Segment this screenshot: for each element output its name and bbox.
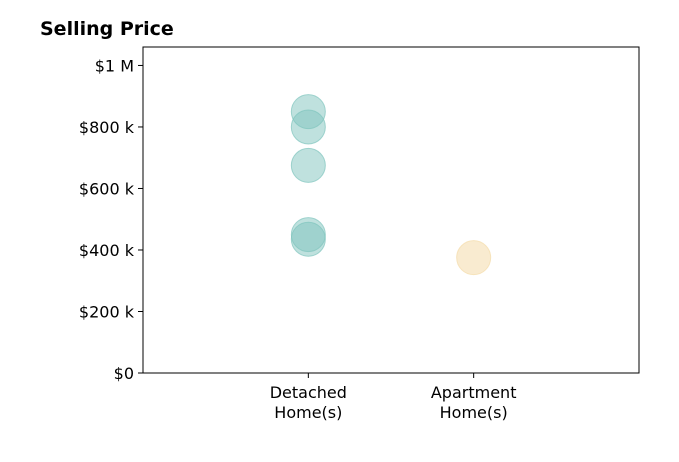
x-tick-label-line: Home(s) bbox=[440, 403, 508, 422]
data-point bbox=[456, 240, 492, 276]
y-tick-label: $600 k bbox=[79, 179, 135, 198]
y-tick-label: $200 k bbox=[79, 302, 135, 321]
data-point bbox=[290, 221, 326, 257]
y-tick-label: $400 k bbox=[79, 241, 135, 260]
chart-title: Selling Price bbox=[40, 18, 174, 40]
data-point bbox=[290, 147, 326, 183]
y-axis: $0 $200 k $400 k $600 k $800 k $1 M bbox=[79, 56, 143, 383]
x-tick-label-line: Detached bbox=[270, 383, 347, 402]
plot-frame bbox=[142, 46, 640, 374]
x-tick-label: Detached Home(s) bbox=[270, 383, 347, 422]
y-tick-label: $800 k bbox=[79, 118, 135, 137]
x-tick-label: Apartment Home(s) bbox=[431, 383, 517, 422]
x-axis: Detached Home(s)Apartment Home(s) bbox=[270, 373, 517, 422]
data-points bbox=[290, 94, 492, 276]
x-tick-label-line: Apartment bbox=[431, 383, 517, 402]
y-tick-label: $0 bbox=[114, 364, 134, 383]
x-tick-label-line: Home(s) bbox=[274, 403, 342, 422]
data-point bbox=[290, 109, 326, 145]
y-tick-label: $1 M bbox=[95, 56, 134, 75]
